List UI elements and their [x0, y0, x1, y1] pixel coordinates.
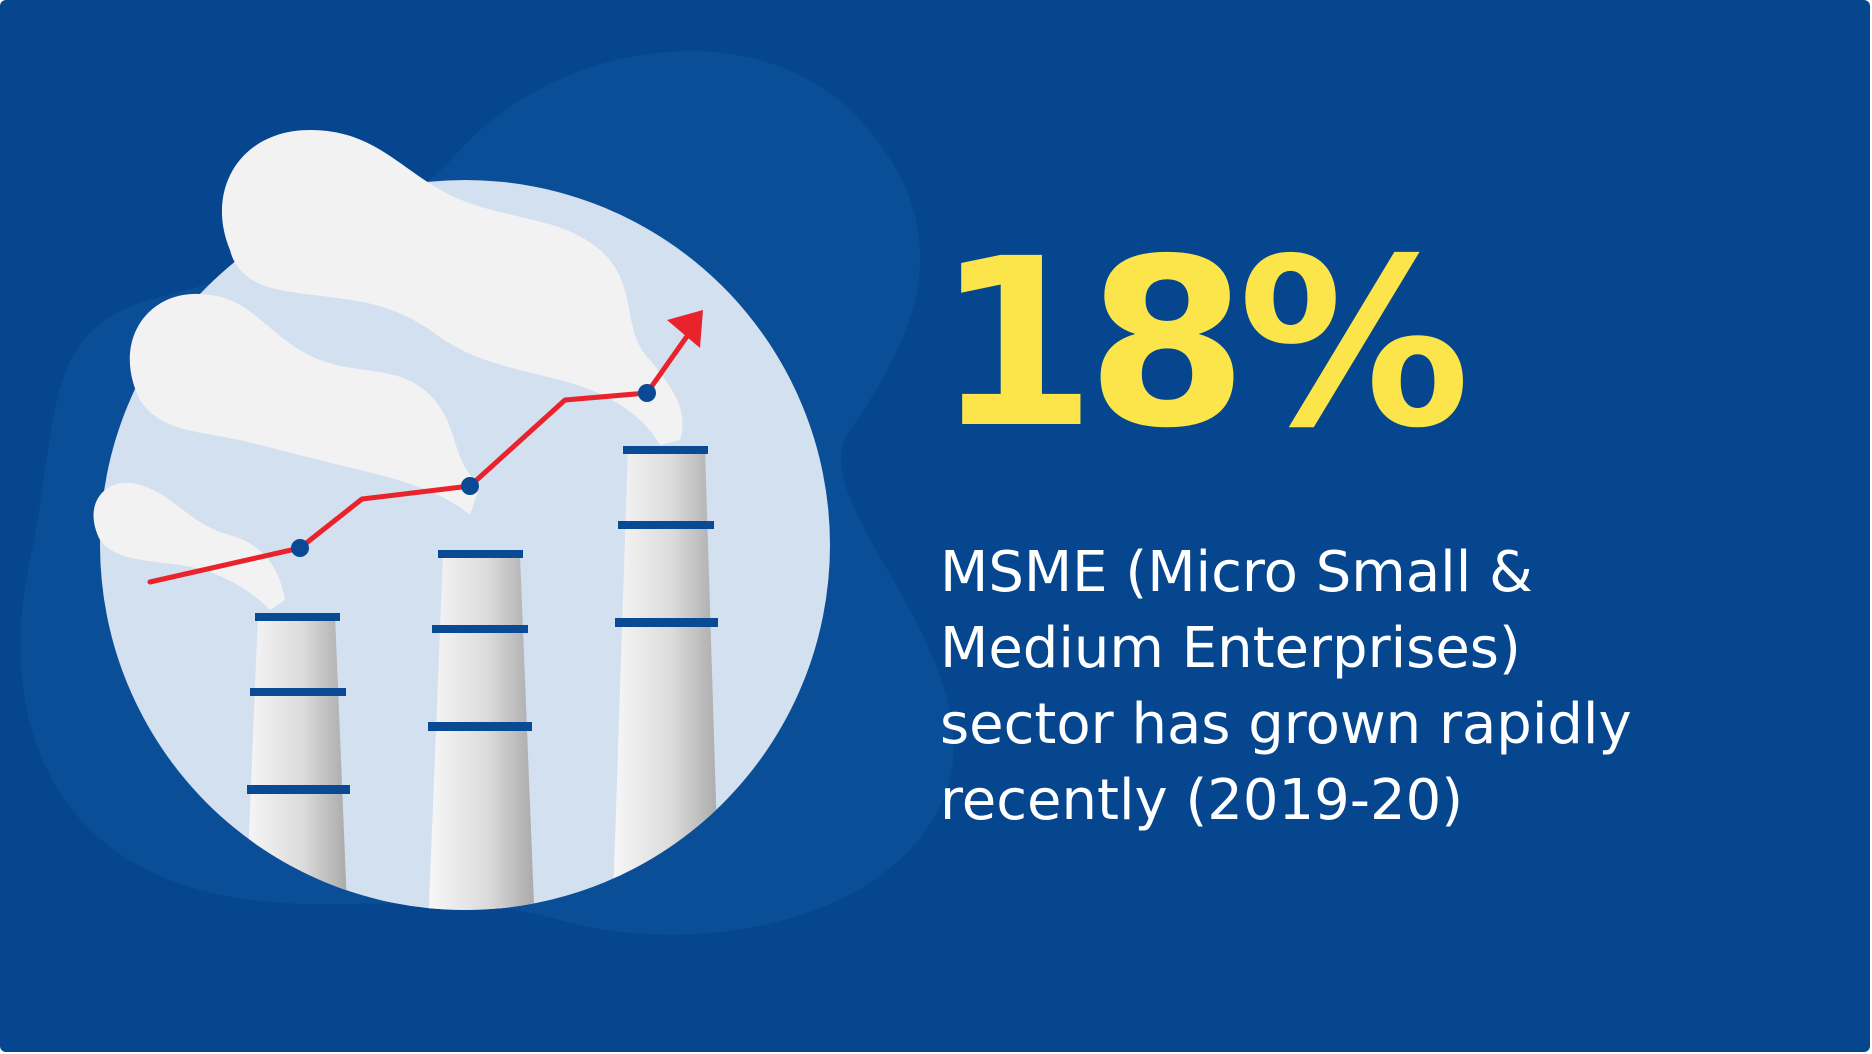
description-line-1: MSME (Micro Small & [940, 540, 1533, 605]
description-line-4: recently (2019-20) [940, 768, 1464, 833]
description-text: MSME (Micro Small & Medium Enterprises) … [940, 535, 1770, 839]
smoke-cloud-top [221, 130, 683, 445]
smoke-cloud-middle [129, 293, 481, 515]
chimney-middle [428, 555, 535, 910]
description-line-2: Medium Enterprises) [940, 616, 1521, 681]
chimneys [245, 446, 720, 910]
chimney-right [612, 448, 720, 910]
smoke-cloud-bottom [93, 482, 285, 610]
description-line-3: sector has grown rapidly [940, 692, 1632, 757]
trend-arrow-icon [147, 310, 703, 585]
growth-percentage: 18% [935, 209, 1470, 479]
